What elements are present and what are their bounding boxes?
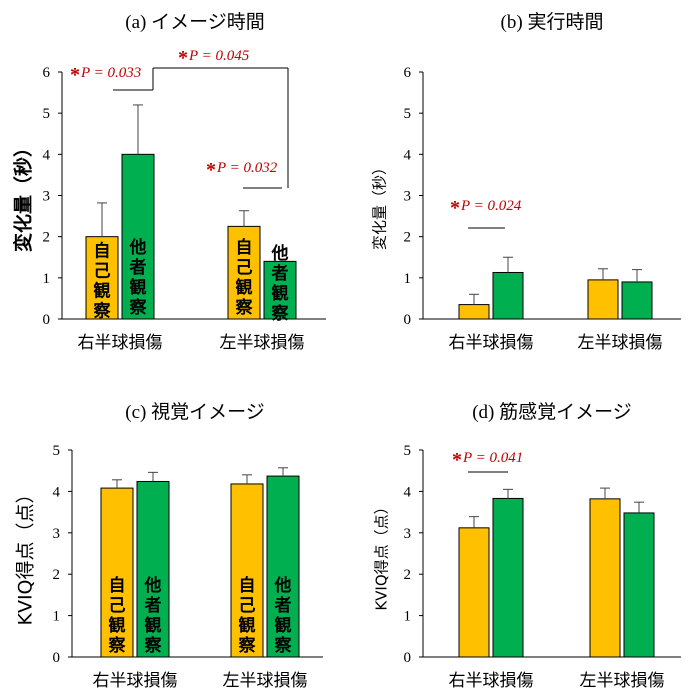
significance-star: * xyxy=(70,64,80,86)
y-axis-label: 変化量（秒） xyxy=(12,138,35,252)
p-value-label: P = 0.045 xyxy=(188,48,250,64)
significance-label: * P = 0.033 xyxy=(70,64,141,86)
y-tick-label: 4 xyxy=(404,147,412,163)
chart-panel-1: (a) イメージ時間変化量（秒）0123456右半球損傷自己観察他者観察左半球損… xyxy=(12,11,326,353)
chart-title: (c) 視覚イメージ xyxy=(125,401,264,423)
significance-label: * P = 0.045 xyxy=(178,47,250,69)
y-tick-label: 0 xyxy=(404,312,412,328)
chart-panel-4: (d) 筋感覚イメージ KVIQ得点（点） 0 1 2 3 4 5 右半球損傷 左半球損傷 xyxy=(373,401,681,691)
category-label: 左半球損傷 xyxy=(578,333,663,353)
y-tick-label: 4 xyxy=(43,147,51,163)
category-label: 左半球損傷 xyxy=(223,671,308,691)
p-value-label: P = 0.032 xyxy=(216,160,278,176)
y-axis-label: KVIQ得点（点） xyxy=(373,499,391,610)
significance-label: * P = 0.024 xyxy=(450,197,522,219)
category-label: 右半球損傷 xyxy=(78,333,163,353)
bar-self xyxy=(100,487,134,658)
y-tick-label: 3 xyxy=(404,189,412,205)
bar-other xyxy=(263,260,297,320)
y-tick-label: 6 xyxy=(43,65,51,81)
bar-other xyxy=(136,480,170,658)
bar-inner-label: 自己観察 xyxy=(235,237,254,318)
bar-other xyxy=(621,281,653,320)
y-axis-label: KVIQ得点（点） xyxy=(15,484,37,625)
significance-star: * xyxy=(450,197,460,219)
category-label: 左半球損傷 xyxy=(220,333,305,353)
y-axis-label: 変化量（秒） xyxy=(371,160,389,250)
y-tick-label: 3 xyxy=(43,189,51,205)
bar-self xyxy=(458,527,490,658)
y-tick-label: 5 xyxy=(404,443,412,459)
y-tick-label: 3 xyxy=(53,526,61,542)
bar-inner-label: 自己観察 xyxy=(108,575,127,656)
y-tick-label: 0 xyxy=(53,650,61,666)
bar-inner-label: 他者観察 xyxy=(144,575,163,656)
category-label: 右半球損傷 xyxy=(449,671,534,691)
p-value-label: P = 0.041 xyxy=(462,450,523,466)
category-label: 左半球損傷 xyxy=(580,671,665,691)
category-label: 右半球損傷 xyxy=(449,333,534,353)
y-tick-label: 2 xyxy=(404,230,412,246)
y-tick-label: 4 xyxy=(53,484,61,500)
y-tick-label: 1 xyxy=(404,609,412,625)
bar-other xyxy=(266,475,300,658)
bar-inner-label: 自己観察 xyxy=(238,575,257,656)
y-tick-label: 1 xyxy=(43,271,51,287)
bar-self xyxy=(227,225,261,320)
y-tick-label: 5 xyxy=(404,106,412,122)
y-tick-label: 2 xyxy=(53,567,61,583)
y-tick-label: 5 xyxy=(43,106,51,122)
bar-inner-label: 他者観察 xyxy=(274,575,293,656)
chart-title: (a) イメージ時間 xyxy=(125,11,264,33)
significance-label: * P = 0.041 xyxy=(452,449,523,471)
y-tick-label: 1 xyxy=(53,609,61,625)
y-tick-label: 6 xyxy=(404,65,412,81)
y-tick-label: 0 xyxy=(404,650,412,666)
p-value-label: P = 0.033 xyxy=(80,65,141,81)
y-tick-label: 0 xyxy=(43,312,51,328)
bar-inner-label: 他者観察 xyxy=(129,237,148,318)
y-tick-label: 2 xyxy=(404,567,412,583)
bar-self xyxy=(458,304,490,320)
significance-label: * P = 0.032 xyxy=(206,159,278,181)
bar-self xyxy=(587,279,619,320)
chart-title: (d) 筋感覚イメージ xyxy=(472,401,632,423)
y-tick-label: 4 xyxy=(404,484,412,500)
bar-self xyxy=(85,236,119,320)
chart-panel-3: (c) 視覚イメージKVIQ得点（点）012345右半球損傷自己観察他者観察左半… xyxy=(15,401,323,691)
category-label: 右半球損傷 xyxy=(93,671,178,691)
chart-title: (b) 実行時間 xyxy=(501,11,604,33)
p-value-label: P = 0.024 xyxy=(460,198,522,214)
bar-inner-label: 自己観察 xyxy=(93,241,112,322)
y-tick-label: 5 xyxy=(53,443,61,459)
bar-other xyxy=(623,512,655,658)
bar-other xyxy=(121,153,155,320)
bar-self xyxy=(230,483,264,658)
y-tick-label: 2 xyxy=(43,230,51,246)
significance-star: * xyxy=(178,47,188,69)
bar-inner-label: 他者観察 xyxy=(271,243,290,324)
y-tick-label: 1 xyxy=(404,271,412,287)
bar-other xyxy=(492,497,524,658)
bar-other xyxy=(492,271,524,320)
significance-star: * xyxy=(452,449,462,471)
y-tick-label: 3 xyxy=(404,526,412,542)
significance-star: * xyxy=(206,159,216,181)
bar-self xyxy=(589,498,621,658)
